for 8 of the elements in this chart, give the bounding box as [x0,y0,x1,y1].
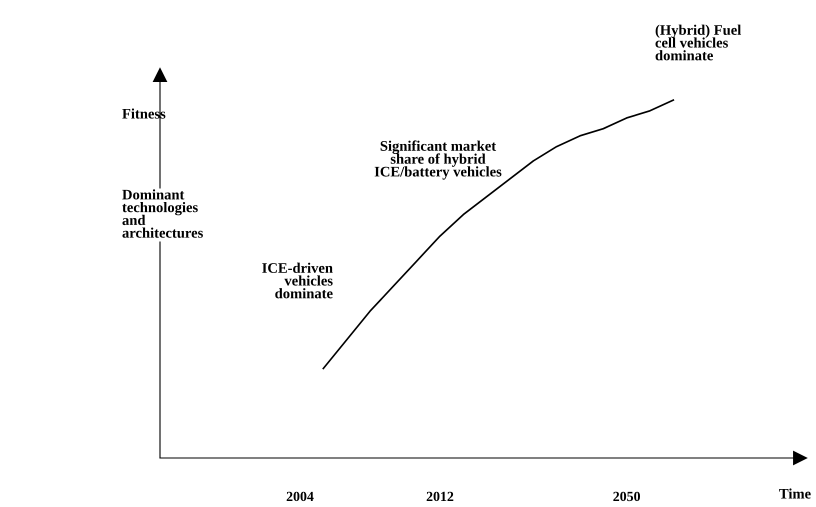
x-tick-label: 2050 [613,492,640,502]
text: (Hybrid) Fuel cell vehicles dominate [656,24,742,60]
annotation: Significant market share of hybrid ICE/battery vehicles [374,140,502,180]
annotation: ICE-driven vehicles dominate [262,262,333,298]
annotation: Dominant technologies and architectures [122,189,203,238]
x-axis-title: Time [779,488,811,499]
x-tick-label: 2004 [286,492,314,502]
x-tick-label: 2012 [426,492,454,502]
